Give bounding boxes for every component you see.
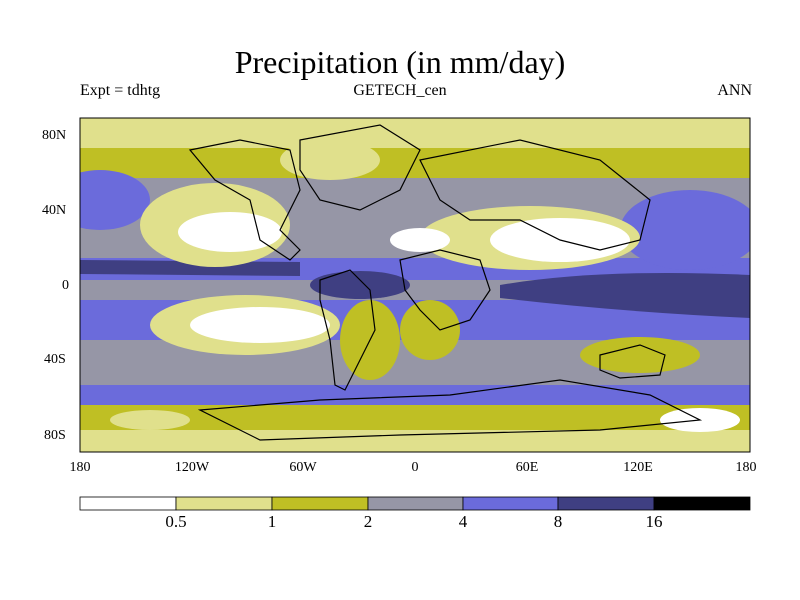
lon-tick-0: 0 bbox=[411, 460, 419, 475]
precip-field bbox=[80, 118, 750, 452]
colorbar-label-0p5: 0.5 bbox=[165, 512, 187, 531]
colorbar-label-4: 4 bbox=[458, 512, 468, 531]
colorbar-label-16: 16 bbox=[645, 512, 663, 531]
plot-title: Precipitation (in mm/day) bbox=[234, 44, 566, 80]
lon-tick-180w: 180 bbox=[69, 460, 91, 475]
season-label: ANN bbox=[717, 82, 752, 99]
colorbar-label-2: 2 bbox=[363, 512, 373, 531]
lon-tick-120e: 120E bbox=[623, 460, 653, 475]
lat-tick-80n: 80N bbox=[42, 128, 67, 143]
lon-tick-60w: 60W bbox=[289, 460, 317, 475]
experiment-label: Expt = tdhtg bbox=[80, 82, 161, 99]
lon-tick-180e: 180 bbox=[735, 460, 757, 475]
colorbar bbox=[79, 496, 751, 511]
lon-tick-60e: 60E bbox=[515, 460, 539, 475]
colorbar-label-8: 8 bbox=[553, 512, 563, 531]
map-frame bbox=[79, 117, 751, 453]
coastlines bbox=[188, 124, 703, 441]
lat-tick-80s: 80S bbox=[44, 428, 66, 443]
lon-tick-120w: 120W bbox=[174, 460, 210, 475]
lat-tick-40n: 40N bbox=[42, 203, 67, 218]
dataset-label: GETECH_cen bbox=[353, 82, 447, 99]
lat-tick-0: 0 bbox=[62, 278, 69, 293]
colorbar-label-1: 1 bbox=[267, 512, 277, 531]
lat-tick-40s: 40S bbox=[44, 352, 66, 367]
